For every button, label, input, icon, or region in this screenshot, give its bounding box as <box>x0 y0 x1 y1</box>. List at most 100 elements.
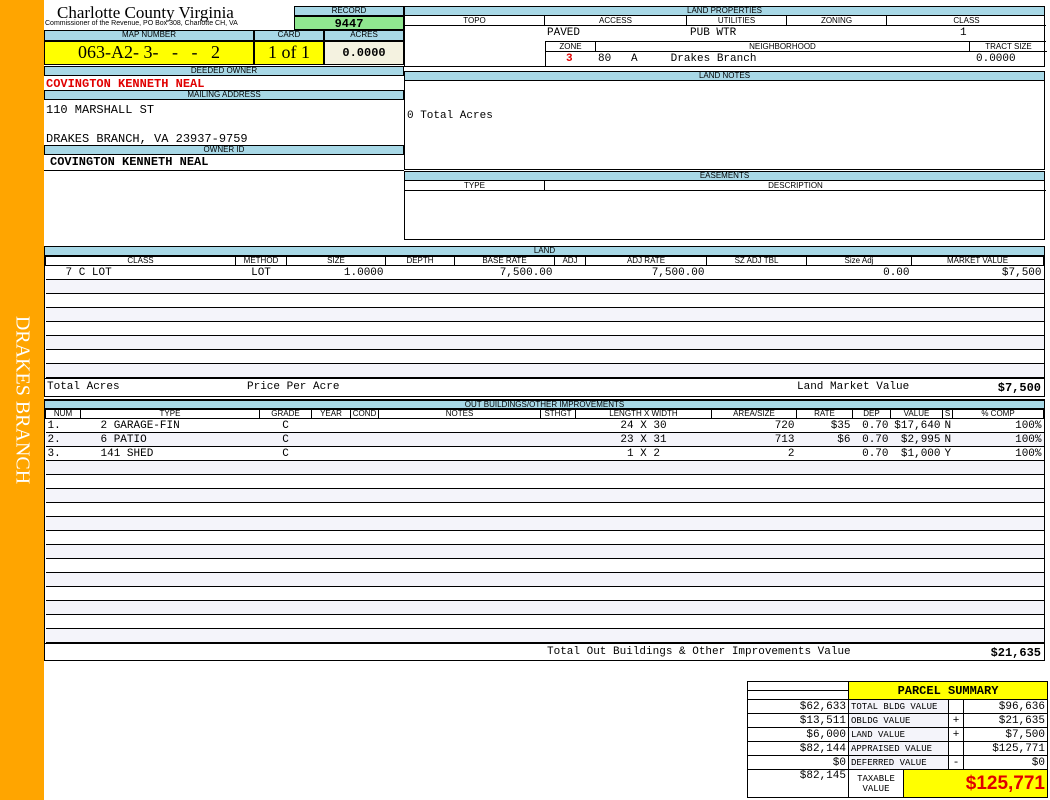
outbuilding-cell <box>45 502 81 517</box>
land-cell <box>806 363 912 378</box>
office-address: Commissioner of the Revenue, PO Box 308,… <box>45 20 238 27</box>
outbuilding-cell <box>942 600 953 615</box>
outbuilding-cell <box>942 460 953 475</box>
land-cell <box>585 321 707 336</box>
outbuilding-cell <box>378 614 541 629</box>
outbuilding-cell <box>45 460 81 475</box>
outbuilding-row <box>45 614 1044 629</box>
outbuilding-cell <box>350 488 379 503</box>
outbuilding-cell <box>796 614 853 629</box>
land-cell <box>706 349 807 364</box>
outbuilding-cell <box>711 586 797 601</box>
outbuilding-cell <box>852 572 891 587</box>
land-cell: LOT <box>235 265 287 280</box>
outbuilding-cell: C <box>259 418 312 433</box>
land-col-header: SIZE <box>286 256 386 266</box>
land-cell <box>911 349 1044 364</box>
outbuilding-cell <box>45 558 81 573</box>
outbuilding-cell <box>540 432 576 447</box>
outbuilding-cell: 713 <box>711 432 797 447</box>
land-cell <box>385 335 455 350</box>
outbuilding-cell <box>350 586 379 601</box>
outbuilding-cell <box>350 572 379 587</box>
outbuilding-cell: $1,000 <box>890 446 943 461</box>
outbuilding-cell <box>952 572 1044 587</box>
outbuilding-cell <box>540 446 576 461</box>
summary-value: $125,771 <box>963 741 1048 756</box>
land-cell <box>385 349 455 364</box>
owner-id-label: OWNER ID <box>44 145 404 155</box>
outbuilding-cell <box>45 516 81 531</box>
land-cell <box>585 335 707 350</box>
outbuilding-cell <box>796 446 853 461</box>
outbuilding-cell <box>852 460 891 475</box>
land-cell <box>554 349 586 364</box>
land-cell <box>235 279 287 294</box>
land-col-header: SZ ADJ TBL <box>706 256 807 266</box>
outbuilding-cell <box>711 530 797 545</box>
outbuilding-cell <box>350 502 379 517</box>
land-col-header: CLASS <box>45 256 236 266</box>
outbuilding-cell <box>80 488 260 503</box>
outbuildings-total: $21,635 <box>990 646 1041 660</box>
outbuilding-cell <box>80 586 260 601</box>
outbuilding-cell <box>796 502 853 517</box>
outbuilding-cell <box>311 460 351 475</box>
map-number: 063-A2- 3- - - 2 <box>44 41 254 65</box>
outbuilding-cell <box>952 614 1044 629</box>
land-row <box>45 279 1044 294</box>
neighborhood-value: 80 A Drakes Branch <box>598 53 757 65</box>
outbuilding-cell <box>942 544 953 559</box>
outbuilding-cell <box>575 600 712 615</box>
outbuildings-table: NUM TYPE GRADE YEAR COND NOTES STHGT LENGTH X W… <box>45 409 1044 643</box>
outbuilding-cell <box>45 544 81 559</box>
tract-size-label: TRACT SIZE <box>970 42 1047 52</box>
outbuilding-cell <box>852 488 891 503</box>
outbuilding-cell <box>942 516 953 531</box>
side-label: DRAKES BRANCH <box>11 315 34 485</box>
zone-value: 3 <box>566 53 573 65</box>
outbuilding-cell <box>540 586 576 601</box>
taxable-label: TAXABLE VALUE <box>848 769 904 798</box>
outbuilding-cell <box>259 530 312 545</box>
card-value: 1 of 1 <box>254 41 324 65</box>
price-per-acre-label: Price Per Acre <box>247 381 340 393</box>
summary-operator: + <box>948 713 964 728</box>
outbuilding-cell <box>540 614 576 629</box>
land-cell <box>706 307 807 322</box>
outbuilding-cell: C <box>259 446 312 461</box>
land-cell <box>554 363 586 378</box>
outbuilding-row <box>45 530 1044 545</box>
summary-operator <box>948 741 964 756</box>
outbuilding-cell <box>852 614 891 629</box>
summary-prior: $6,000 <box>747 727 849 742</box>
land-cell <box>454 349 555 364</box>
outbuilding-cell <box>311 572 351 587</box>
outbuilding-cell <box>952 558 1044 573</box>
outbuilding-cell: 141 SHED <box>80 446 260 461</box>
summary-label: APPRAISED VALUE <box>848 741 949 756</box>
acres-value: 0.0000 <box>324 41 404 65</box>
land-row <box>45 293 1044 308</box>
outbuilding-cell <box>575 530 712 545</box>
outbuilding-cell <box>942 572 953 587</box>
land-row <box>45 363 1044 378</box>
land-cell <box>806 293 912 308</box>
land-cell <box>806 349 912 364</box>
outbuilding-cell <box>575 572 712 587</box>
outbuilding-cell: 100% <box>952 446 1044 461</box>
outbuilding-cell <box>350 558 379 573</box>
card-label: CARD <box>254 30 324 41</box>
outbuilding-row <box>45 586 1044 601</box>
easement-description-label: DESCRIPTION <box>545 181 1046 191</box>
outbuilding-cell <box>350 460 379 475</box>
outbuilding-row: 3. 141 SHED C 1 X 2 2 0.70 $1,000 Y 100% <box>45 446 1044 461</box>
land-cell <box>585 279 707 294</box>
outbuilding-cell <box>80 628 260 643</box>
acres-label: ACRES <box>324 30 404 41</box>
land-cell <box>554 279 586 294</box>
land-cell <box>45 307 236 322</box>
outbuilding-cell <box>45 614 81 629</box>
outbuilding-cell <box>890 530 943 545</box>
land-cell <box>806 335 912 350</box>
